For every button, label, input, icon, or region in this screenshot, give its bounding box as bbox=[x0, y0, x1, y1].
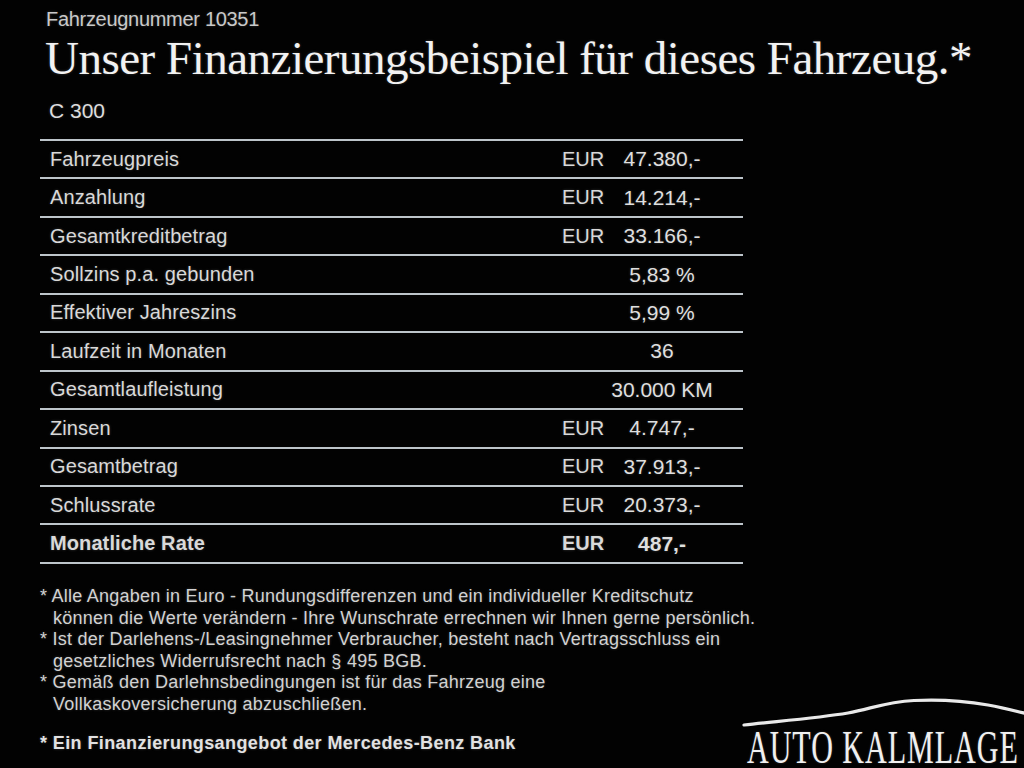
row-label: Monatliche Rate bbox=[50, 532, 562, 555]
row-value: 20.373,- bbox=[602, 493, 722, 517]
row-sollzins: Sollzins p.a. gebunden 5,83 % bbox=[40, 254, 743, 292]
row-gesamtlaufleistung: Gesamtlaufleistung 30.000 KM bbox=[40, 370, 743, 408]
vehicle-model: C 300 bbox=[49, 99, 105, 123]
row-value: 4.747,- bbox=[602, 416, 722, 440]
row-label: Anzahlung bbox=[50, 186, 562, 209]
row-value: 47.380,- bbox=[602, 147, 722, 171]
vehicle-number: Fahrzeugnummer 10351 bbox=[46, 8, 259, 31]
footnote-rounding: * Alle Angaben in Euro - Rundungsdiffere… bbox=[40, 586, 800, 629]
row-value: 33.166,- bbox=[602, 224, 722, 248]
row-label: Gesamtkreditbetrag bbox=[50, 225, 562, 248]
row-currency: EUR bbox=[562, 148, 602, 171]
row-value: 30.000 KM bbox=[602, 378, 722, 402]
finance-offer-page: Fahrzeugnummer 10351 Unser Finanzierungs… bbox=[0, 0, 1024, 768]
row-currency: EUR bbox=[562, 494, 602, 517]
row-gesamtbetrag: Gesamtbetrag EUR 37.913,- bbox=[40, 447, 743, 485]
offer-note: * Ein Finanzierungsangebot der Mercedes-… bbox=[40, 733, 516, 754]
row-label: Laufzeit in Monaten bbox=[50, 340, 562, 363]
row-anzahlung: Anzahlung EUR 14.214,- bbox=[40, 177, 743, 215]
row-schlussrate: Schlussrate EUR 20.373,- bbox=[40, 485, 743, 523]
row-zinsen: Zinsen EUR 4.747,- bbox=[40, 408, 743, 446]
row-fahrzeugpreis: Fahrzeugpreis EUR 47.380,- bbox=[40, 139, 743, 177]
row-value: 5,83 % bbox=[602, 263, 722, 287]
row-currency: EUR bbox=[562, 417, 602, 440]
row-label: Zinsen bbox=[50, 417, 562, 440]
row-laufzeit: Laufzeit in Monaten 36 bbox=[40, 331, 743, 369]
footnote-vollkasko: * Gemäß den Darlehnsbedingungen ist für … bbox=[40, 672, 800, 715]
row-label: Gesamtbetrag bbox=[50, 455, 562, 478]
dealer-name: AUTO KALMLAGE bbox=[747, 720, 1019, 768]
row-currency: EUR bbox=[562, 532, 602, 555]
finance-table: Fahrzeugpreis EUR 47.380,- Anzahlung EUR… bbox=[40, 139, 743, 564]
row-label: Schlussrate bbox=[50, 494, 562, 517]
page-title: Unser Finanzierungsbeispiel für dieses F… bbox=[45, 31, 972, 85]
row-value: 14.214,- bbox=[602, 186, 722, 210]
footnote-widerrufsrecht: * Ist der Darlehens-/Leasingnehmer Verbr… bbox=[40, 629, 800, 672]
row-label: Fahrzeugpreis bbox=[50, 148, 562, 171]
row-value: 37.913,- bbox=[602, 455, 722, 479]
row-currency: EUR bbox=[562, 225, 602, 248]
row-value: 36 bbox=[602, 339, 722, 363]
row-currency: EUR bbox=[562, 186, 602, 209]
row-label: Sollzins p.a. gebunden bbox=[50, 263, 562, 286]
footnotes: * Alle Angaben in Euro - Rundungsdiffere… bbox=[40, 586, 800, 716]
row-value: 5,99 % bbox=[602, 301, 722, 325]
row-label: Gesamtlaufleistung bbox=[50, 378, 562, 401]
row-gesamtkreditbetrag: Gesamtkreditbetrag EUR 33.166,- bbox=[40, 216, 743, 254]
dealer-logo: AUTO KALMLAGE bbox=[740, 676, 1024, 768]
row-effektiver-jahreszins: Effektiver Jahreszins 5,99 % bbox=[40, 293, 743, 331]
row-label: Effektiver Jahreszins bbox=[50, 301, 562, 324]
row-currency: EUR bbox=[562, 455, 602, 478]
row-monatliche-rate: Monatliche Rate EUR 487,- bbox=[40, 523, 743, 561]
row-value: 487,- bbox=[602, 532, 722, 556]
